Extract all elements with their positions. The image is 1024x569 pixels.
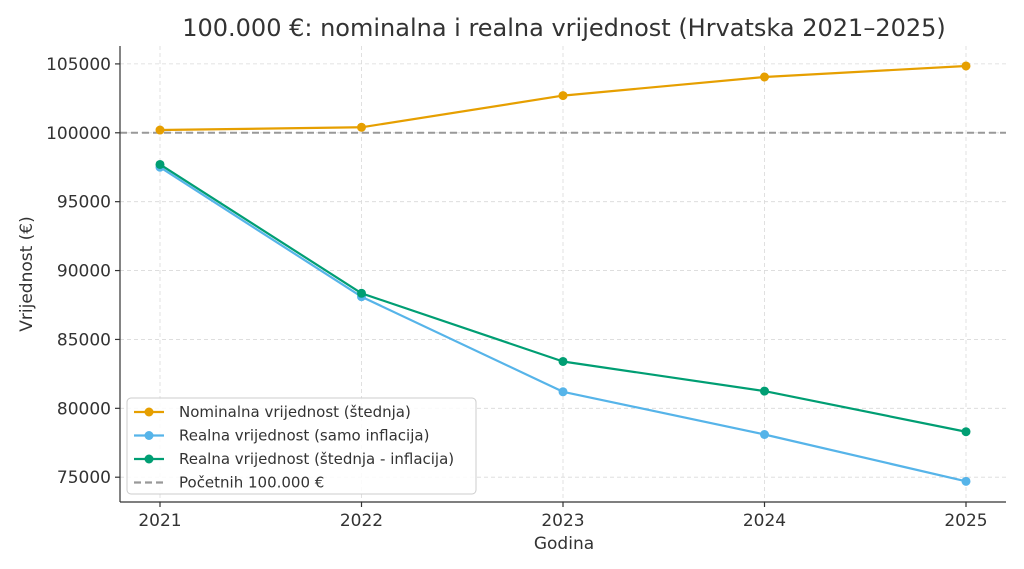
y-tick-label: 105000 xyxy=(46,55,111,75)
series-layer xyxy=(155,61,971,486)
legend-label: Početnih 100.000 € xyxy=(179,474,324,492)
data-point xyxy=(961,61,971,71)
chart-title: 100.000 €: nominalna i realna vrijednost… xyxy=(182,14,946,42)
data-point xyxy=(357,122,366,132)
x-tick-label: 2025 xyxy=(944,511,987,531)
x-tick-label: 2023 xyxy=(541,511,584,531)
data-point xyxy=(357,288,366,298)
legend-item: Realna vrijednost (samo inflacija) xyxy=(134,427,429,445)
legend: Nominalna vrijednost (štednja) Realna vri… xyxy=(126,397,477,495)
data-point xyxy=(558,387,568,397)
legend-marker xyxy=(144,431,154,440)
legend-label: Realna vrijednost (samo inflacija) xyxy=(179,427,429,445)
legend-item: Nominalna vrijednost (štednja) xyxy=(134,403,411,421)
legend-marker xyxy=(144,454,154,464)
data-point xyxy=(961,427,971,437)
legend-label: Realna vrijednost (štednja - inflacija) xyxy=(179,450,454,468)
x-axis-label: Godina xyxy=(534,534,594,554)
tick-labels: 2021 2022 2023 2024 2025 75000 80000 85000 90000… xyxy=(46,55,988,531)
y-tick-label: 75000 xyxy=(57,468,111,488)
data-point xyxy=(760,72,769,82)
axes xyxy=(115,46,1006,507)
legend-marker xyxy=(144,407,154,417)
data-point xyxy=(558,91,568,101)
legend-item: Početnih 100.000 € xyxy=(134,474,324,492)
data-point xyxy=(558,356,568,366)
data-point xyxy=(760,386,769,396)
y-tick-label: 90000 xyxy=(57,262,111,282)
legend-box xyxy=(126,397,477,495)
legend-label: Nominalna vrijednost (štednja) xyxy=(179,403,411,421)
series-1 xyxy=(155,61,971,135)
y-tick-label: 85000 xyxy=(57,330,111,350)
y-tick-label: 80000 xyxy=(57,399,111,419)
x-tick-label: 2024 xyxy=(743,511,786,531)
y-tick-label: 100000 xyxy=(46,124,111,144)
series-3 xyxy=(155,159,971,437)
legend-item: Realna vrijednost (štednja - inflacija) xyxy=(134,450,454,468)
x-tick-label: 2022 xyxy=(340,511,383,531)
data-point xyxy=(155,159,165,169)
y-tick-label: 95000 xyxy=(57,193,111,213)
y-axis-label: Vrijednost (€) xyxy=(17,216,37,332)
data-point xyxy=(760,429,769,439)
data-point xyxy=(155,125,165,135)
data-point xyxy=(961,476,971,486)
x-tick-label: 2021 xyxy=(138,511,181,531)
